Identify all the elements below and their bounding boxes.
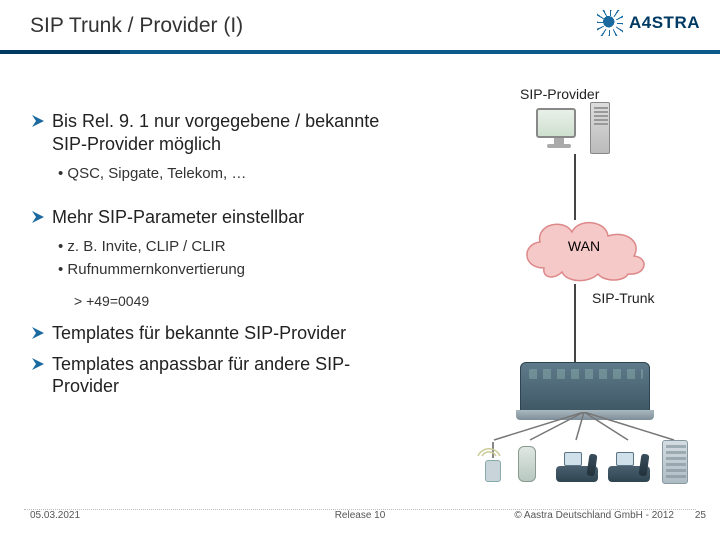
wan-cloud: WAN bbox=[514, 212, 654, 284]
slide-footer: 05.03.2021 Release 10 © Aastra Deutschla… bbox=[0, 510, 720, 530]
sub-sub-item: +49=0049 bbox=[74, 291, 380, 312]
access-point-icon bbox=[478, 442, 508, 482]
network-diagram: SIP-Provider WAN SIP-Trunk bbox=[470, 72, 720, 502]
footer-page: 25 bbox=[695, 510, 706, 521]
sub-item: Rufnummernkonvertierung bbox=[58, 259, 380, 282]
bullet-text: Mehr SIP-Parameter einstellbar bbox=[52, 206, 304, 229]
brand-logo: A4STRA bbox=[597, 10, 700, 36]
connector-line bbox=[574, 284, 576, 362]
connector-line bbox=[574, 154, 576, 220]
slide-content: Bis Rel. 9. 1 nur vorgegebene / bekannte… bbox=[0, 62, 720, 502]
desk-phone-icon bbox=[608, 448, 650, 482]
trunk-label: SIP-Trunk bbox=[592, 290, 655, 306]
sub-item: QSC, Sipgate, Telekom, … bbox=[58, 163, 380, 186]
provider-label: SIP-Provider bbox=[520, 86, 599, 102]
slide-header: SIP Trunk / Provider (I) A4STRA bbox=[0, 0, 720, 54]
pbx-icon bbox=[520, 362, 650, 412]
arrow-icon bbox=[30, 113, 46, 129]
bullet-list: Bis Rel. 9. 1 nur vorgegebene / bekannte… bbox=[30, 110, 380, 406]
arrow-icon bbox=[30, 325, 46, 341]
bullet-text: Bis Rel. 9. 1 nur vorgegebene / bekannte… bbox=[52, 110, 380, 155]
bullet-item: Mehr SIP-Parameter einstellbar bbox=[30, 206, 380, 229]
bullet-item: Bis Rel. 9. 1 nur vorgegebene / bekannte… bbox=[30, 110, 380, 155]
bullet-item: Templates für bekannte SIP-Provider bbox=[30, 322, 380, 345]
cloud-label: WAN bbox=[514, 238, 654, 254]
gateway-icon bbox=[662, 440, 688, 484]
arrow-icon bbox=[30, 209, 46, 225]
footer-copyright: © Aastra Deutschland GmbH - 2012 bbox=[514, 510, 674, 521]
desk-phone-icon bbox=[556, 448, 598, 482]
sub-item: z. B. Invite, CLIP / CLIR bbox=[58, 236, 380, 259]
monitor-icon bbox=[536, 108, 582, 152]
footer-date: 05.03.2021 bbox=[30, 510, 80, 521]
arrow-icon bbox=[30, 356, 46, 372]
sub-list: z. B. Invite, CLIP / CLIR Rufnummernkonv… bbox=[58, 236, 380, 281]
sub-list: QSC, Sipgate, Telekom, … bbox=[58, 163, 380, 186]
bullet-text: Templates anpassbar für andere SIP-Provi… bbox=[52, 353, 380, 398]
dect-handset-icon bbox=[518, 438, 542, 484]
header-underline bbox=[0, 50, 720, 54]
bullet-text: Templates für bekannte SIP-Provider bbox=[52, 322, 346, 345]
endpoints bbox=[470, 428, 720, 498]
sunburst-icon bbox=[597, 10, 623, 36]
brand-text: A4STRA bbox=[629, 13, 700, 33]
footer-release: Release 10 bbox=[335, 510, 386, 521]
bullet-item: Templates anpassbar für andere SIP-Provi… bbox=[30, 353, 380, 398]
server-tower-icon bbox=[590, 102, 610, 154]
